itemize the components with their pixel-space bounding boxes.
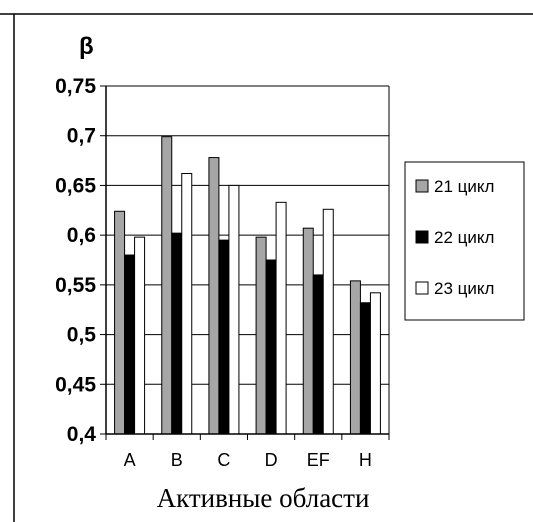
bar-C-2 (218, 239, 230, 435)
x-tick-label: A (124, 450, 136, 470)
legend-swatch (415, 230, 429, 244)
y-axis-label: β (79, 33, 94, 60)
x-tick-labels: A B C D EF H (124, 450, 372, 470)
y-tick-label: 0,75 (55, 75, 96, 98)
legend-label: 21 цикл (434, 177, 494, 196)
y-tick-label: 0,65 (55, 174, 96, 197)
x-axis-label: Активные области (157, 483, 370, 513)
bar-D-1 (255, 236, 267, 435)
bar-D-3 (275, 201, 287, 435)
bar-A-1 (114, 210, 126, 435)
bar-C-3 (228, 184, 240, 435)
bar-EF-2 (312, 274, 324, 435)
y-tick-label: 0,6 (67, 224, 96, 247)
bar-C-1 (208, 157, 220, 435)
bar-B-2 (171, 232, 183, 435)
axes (105, 86, 390, 440)
x-tick-label: B (171, 450, 183, 470)
bar-H-3 (369, 292, 381, 435)
x-tick-label: C (217, 450, 230, 470)
bar-EF-1 (302, 227, 314, 435)
bar-H-2 (359, 302, 371, 435)
bar-A-2 (124, 254, 136, 435)
x-tick-label: H (359, 450, 372, 470)
legend: 21 цикл 22 цикл 23 цикл (404, 161, 525, 321)
y-tick-labels: 0,4 0,45 0,5 0,55 0,6 0,65 0,7 0,75 (55, 75, 106, 446)
legend-label: 23 цикл (434, 279, 494, 298)
bar-A-3 (134, 236, 146, 435)
y-tick-label: 0,7 (67, 125, 96, 148)
bar-D-2 (265, 259, 277, 435)
bar-H-1 (349, 280, 361, 435)
bar-B-1 (161, 136, 173, 435)
y-tick-label: 0,55 (55, 274, 96, 297)
legend-swatch (415, 179, 429, 193)
y-tick-label: 0,5 (67, 324, 97, 347)
bar-EF-3 (322, 208, 334, 435)
grid-lines (106, 85, 389, 385)
bar-B-3 (181, 172, 193, 435)
x-tick-label: EF (307, 450, 330, 470)
bars (114, 136, 381, 435)
y-tick-label: 0,45 (55, 373, 96, 396)
x-tick-label: D (265, 450, 278, 470)
legend-swatch (415, 281, 429, 295)
y-tick-label: 0,4 (67, 423, 97, 446)
legend-label: 22 цикл (434, 228, 494, 247)
